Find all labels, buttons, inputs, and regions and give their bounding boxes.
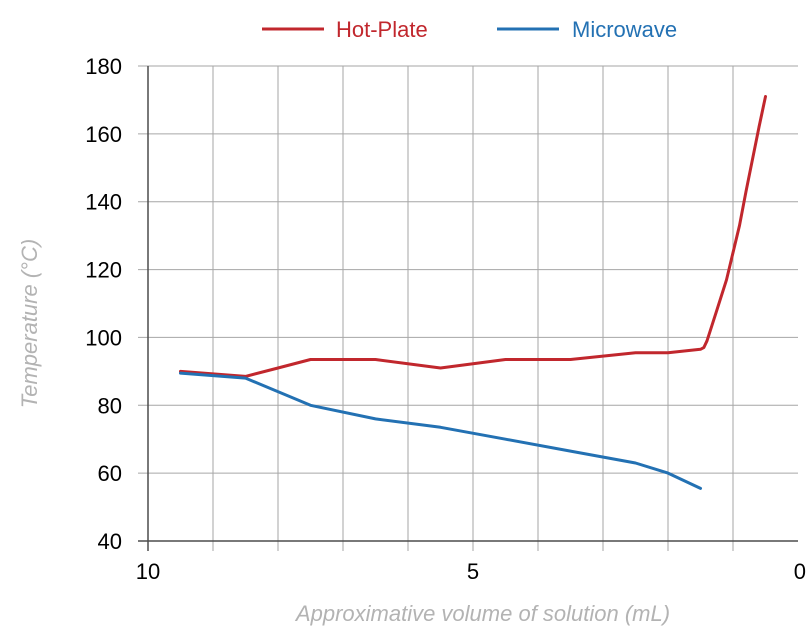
series-line-microwave xyxy=(179,371,702,490)
y-axis-title: Temperature (°C) xyxy=(17,239,42,408)
y-tick-label: 160 xyxy=(85,122,122,147)
y-tick-label: 60 xyxy=(98,461,122,486)
x-tick-label: 10 xyxy=(136,559,160,584)
legend-label: Microwave xyxy=(572,17,677,42)
x-tick-label: 0 xyxy=(794,559,806,584)
y-tick-label: 80 xyxy=(98,393,122,418)
y-tick-label: 120 xyxy=(85,258,122,283)
legend: Hot-Plate Microwave xyxy=(262,17,677,42)
y-tick-label: 100 xyxy=(85,325,122,350)
legend-label: Hot-Plate xyxy=(336,17,428,42)
series-lines xyxy=(179,95,767,490)
y-tick-label: 140 xyxy=(85,190,122,215)
x-axis-title: Approximative volume of solution (mL) xyxy=(294,601,670,626)
grid xyxy=(138,65,798,551)
y-tick-label: 180 xyxy=(85,54,122,79)
axes: 40 60 80 100 120 140 160 180 10 5 0 xyxy=(85,54,806,584)
series-line-hot-plate xyxy=(179,95,767,378)
x-tick-label: 5 xyxy=(467,559,479,584)
y-tick-label: 40 xyxy=(98,529,122,554)
